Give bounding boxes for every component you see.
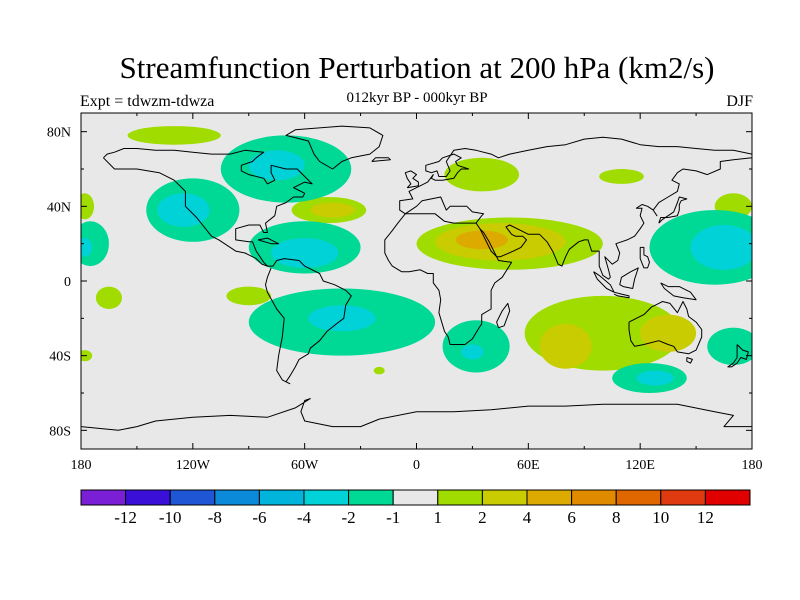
colorbar-swatch-6: [348, 489, 394, 506]
colorbar-label-13: 12: [697, 508, 714, 527]
colorbar-swatch-12: [615, 489, 662, 506]
contour-region-28: [308, 305, 376, 332]
x-tick-label-4: 60E: [517, 458, 540, 473]
x-tick-label-1: 120W: [176, 458, 211, 473]
contour-region-24: [690, 225, 752, 270]
contour-region-4: [310, 202, 355, 218]
coastline-3: [399, 136, 752, 215]
coastline-1: [103, 148, 313, 267]
contour-region-12: [373, 366, 385, 375]
coastline-5: [405, 196, 485, 224]
season-label: DJF: [726, 93, 753, 110]
colorbar-swatch-14: [704, 489, 751, 506]
coastline-8: [628, 301, 703, 355]
x-tick-label-3: 0: [413, 458, 420, 473]
y-tick-label-3: 40S: [49, 350, 71, 365]
coastline-2: [285, 125, 384, 170]
coastline-9: [686, 357, 693, 364]
contour-region-10: [226, 286, 272, 306]
colorbar-swatch-8: [437, 489, 483, 506]
coastline-12: [613, 291, 630, 299]
colorbar-swatch-11: [571, 489, 617, 506]
colorbar-label-4: -4: [297, 508, 312, 527]
coastline-17: [404, 170, 419, 189]
contour-region-5: [444, 157, 520, 192]
y-tick-label-2: 0: [64, 275, 71, 290]
contour-region-20: [248, 150, 305, 181]
contour-region-26: [81, 238, 93, 257]
coastline-6: [479, 157, 752, 280]
contour-region-33: [707, 327, 752, 365]
contour-region-14: [539, 323, 592, 369]
coastline-19: [257, 237, 280, 245]
coastline-13: [619, 267, 639, 289]
x-tick-label-0: 180: [71, 458, 92, 473]
colorbar-label-8: 2: [478, 508, 487, 527]
colorbar-label-0: -12: [114, 508, 137, 527]
coastline-7: [496, 302, 511, 329]
colorbar-swatch-0: [80, 489, 127, 506]
contour-region-11: [95, 286, 123, 309]
experiment-label: Expt = tdwzm-tdwza: [80, 93, 215, 110]
colorbar-label-12: 10: [652, 508, 669, 527]
map-background: [81, 113, 752, 449]
colorbar-label-6: -1: [386, 508, 400, 527]
colorbar-swatch-4: [258, 489, 305, 506]
colorbar-label-3: -6: [252, 508, 266, 527]
chart-subtitle: 012kyr BP - 000kyr BP: [346, 90, 488, 106]
coastline-16: [639, 246, 650, 269]
colorbar-swatch-13: [660, 489, 706, 506]
y-tick-label-0: 80N: [47, 126, 71, 141]
contour-region-9: [81, 193, 95, 220]
colorbar-label-9: 4: [523, 508, 532, 527]
colorbar-swatch-3: [214, 489, 260, 506]
contour-region-6: [599, 169, 644, 184]
colorbar-swatch-5: [303, 489, 350, 506]
contour-region-18: [157, 193, 210, 227]
colorbar-swatch-1: [125, 489, 171, 506]
colorbar-label-5: -2: [342, 508, 356, 527]
colorbar-swatch-2: [169, 489, 216, 506]
contour-region-2: [455, 230, 508, 250]
contour-region-22: [271, 238, 339, 268]
chart-title: Streamfunction Perturbation at 200 hPa (…: [119, 50, 715, 85]
contour-region-7: [127, 126, 221, 145]
coastline-0: [103, 157, 352, 385]
colorbar-swatch-9: [481, 489, 528, 506]
colorbar-label-1: -10: [159, 508, 182, 527]
contour-fill-layer: [81, 126, 752, 394]
axis-layer: 180 120W 60W 0 60E 120E 180 80N 40N 0 40S 80S: [47, 113, 763, 473]
contour-region-15: [640, 314, 697, 352]
coastline-15: [658, 196, 688, 224]
colorbar: -12 -10 -8 -6 -4 -2 -1 1 2 4 6 8 10 12: [80, 489, 751, 527]
coastline-20: [81, 398, 752, 431]
coastline-10: [727, 344, 749, 368]
colorbar-swatch-10: [526, 489, 573, 506]
colorbar-label-7: 1: [434, 508, 443, 527]
x-tick-label-6: 180: [742, 458, 763, 473]
x-tick-label-5: 120E: [625, 458, 655, 473]
y-tick-label-1: 40N: [47, 200, 71, 215]
contour-region-32: [636, 370, 674, 386]
colorbar-label-11: 8: [612, 508, 621, 527]
y-tick-label-4: 80S: [49, 424, 71, 439]
colorbar-label-2: -8: [208, 508, 222, 527]
contour-region-30: [461, 344, 484, 360]
colorbar-label-10: 6: [567, 508, 576, 527]
colorbar-swatch-7: [392, 489, 439, 506]
coastline-18: [371, 157, 391, 162]
coastline-layer: [81, 125, 752, 431]
coastline-14: [660, 282, 697, 301]
x-tick-label-2: 60W: [291, 458, 319, 473]
